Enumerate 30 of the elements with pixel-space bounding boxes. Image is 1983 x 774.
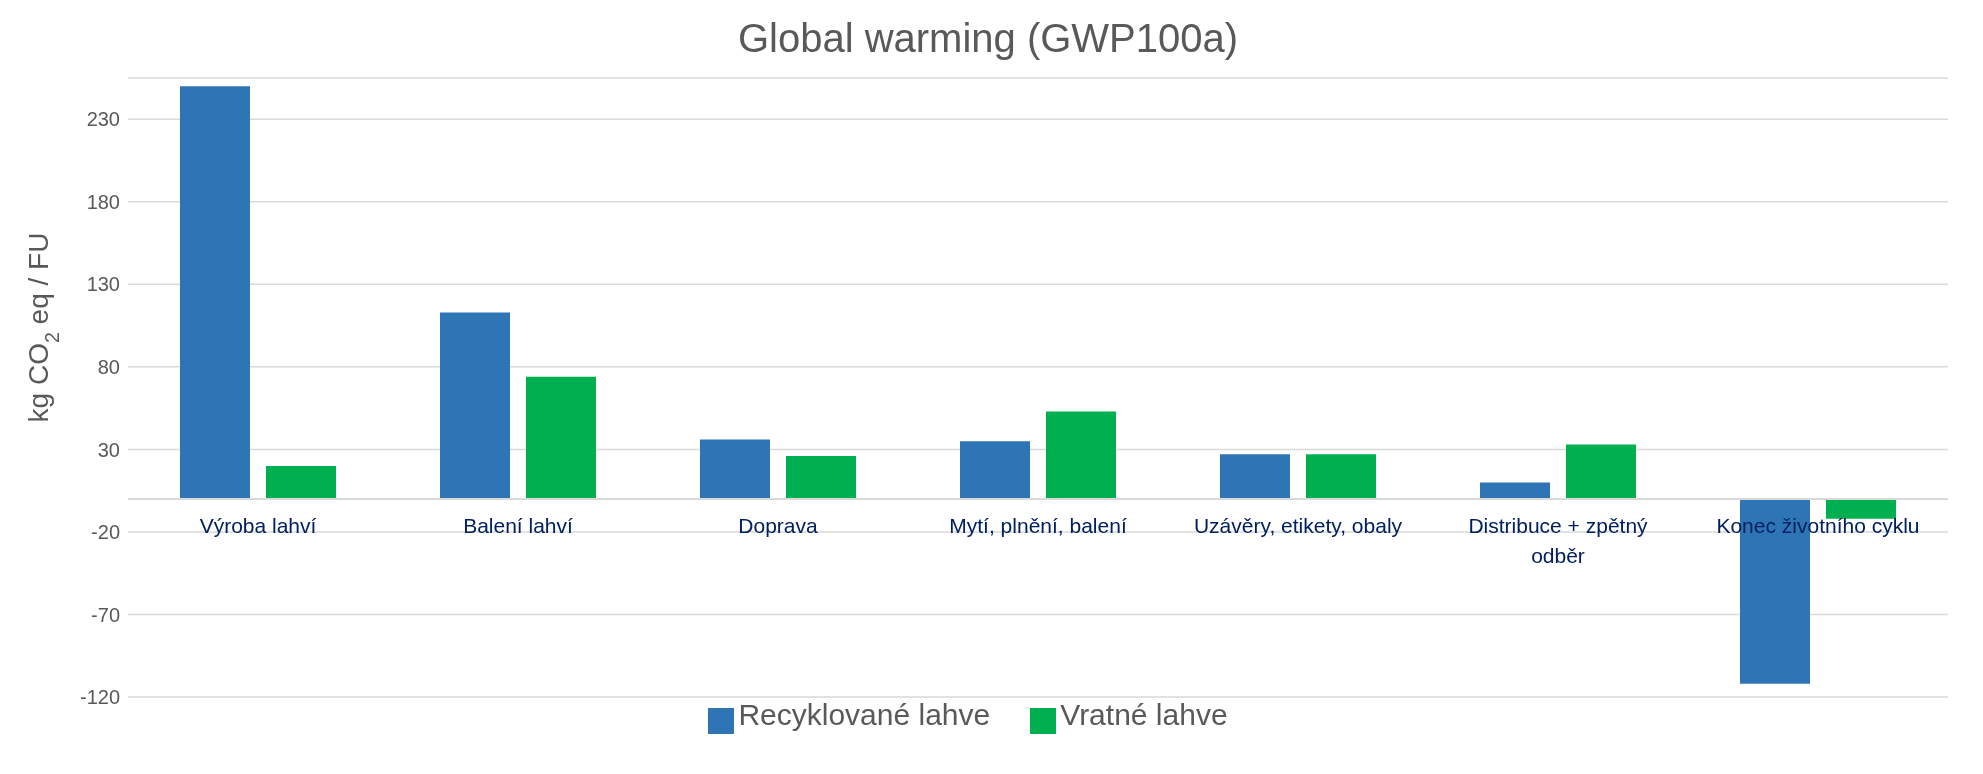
bar	[1220, 454, 1290, 499]
y-tick-label: 130	[86, 273, 120, 296]
y-tick-label: 80	[97, 355, 120, 378]
bar	[1306, 454, 1376, 499]
x-tick-label: Balení lahví	[463, 513, 574, 537]
bar	[526, 376, 596, 499]
y-tick-label: -20	[91, 521, 120, 544]
x-tick-label: Výroba lahví	[199, 513, 317, 537]
y-tick-label: -70	[91, 603, 120, 626]
y-tick-label: -120	[79, 686, 120, 709]
x-tick-label: Uzávěry, etikety, obaly	[1193, 513, 1403, 537]
bar	[266, 465, 336, 499]
bar	[700, 439, 770, 499]
legend-label: Vratné lahve	[1060, 698, 1228, 731]
y-tick-label: 30	[97, 438, 120, 461]
x-tick-label: Distribuce + zpětný odběr	[1468, 513, 1649, 567]
bar	[960, 441, 1030, 499]
x-tick-label: Mytí, plnění, balení	[949, 513, 1127, 537]
bar	[1826, 498, 1896, 519]
x-tick-label: Doprava	[738, 513, 818, 537]
bar	[1480, 482, 1550, 499]
bar	[1566, 444, 1636, 499]
y-tick-label: 230	[86, 108, 120, 131]
legend-label: Recyklované lahve	[738, 698, 991, 731]
bar	[786, 456, 856, 499]
y-tick-label: 180	[86, 190, 120, 213]
chart-title: Global warming (GWP100a)	[736, 16, 1240, 61]
bar	[180, 86, 250, 499]
bar	[1046, 411, 1116, 499]
bar	[440, 312, 510, 499]
